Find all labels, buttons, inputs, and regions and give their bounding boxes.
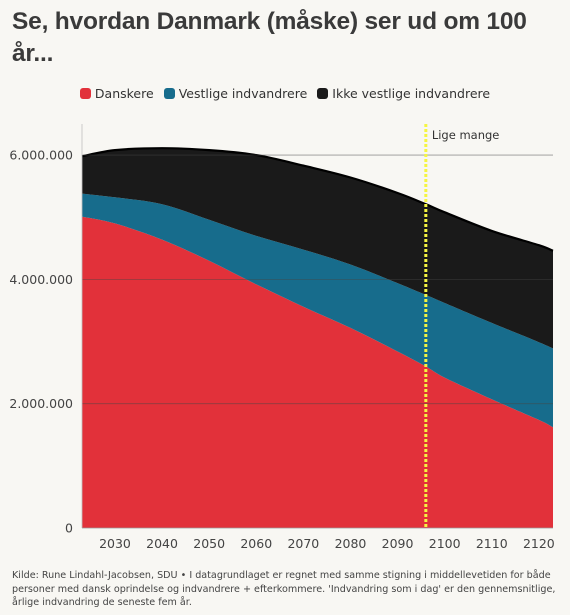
area-danskere (82, 216, 553, 528)
stacked-area-chart: 0 2.000.000 4.000.000 6.000.000 2030 2040 2050… (9, 124, 555, 551)
y-tick-label: 0 (65, 521, 73, 536)
x-tick-label: 2120 (523, 536, 555, 551)
x-tick-label: 2090 (382, 536, 414, 551)
legend-swatch-ikke-vestlige (317, 88, 329, 99)
legend-item-vestlige: Vestlige indvandrere (163, 86, 308, 101)
annotation-label: Lige mange (432, 128, 500, 142)
x-tick-label: 2040 (146, 536, 178, 551)
x-tick-label: 2100 (429, 536, 461, 551)
x-tick-label: 2070 (287, 536, 319, 551)
legend-label-vestlige: Vestlige indvandrere (178, 86, 308, 101)
x-tick-label: 2110 (476, 536, 508, 551)
legend-label-danskere: Danskere (94, 86, 154, 101)
y-tick-label: 4.000.000 (9, 272, 73, 287)
legend-swatch-danskere (79, 88, 91, 99)
x-tick-label: 2080 (335, 536, 367, 551)
y-tick-label: 6.000.000 (9, 148, 73, 163)
page-title: Se, hvordan Danmark (måske) ser ud om 10… (12, 8, 527, 67)
area-ikke-vestlige-indvandrere (82, 148, 553, 349)
y-tick-label: 2.000.000 (9, 396, 73, 411)
x-tick-label: 2050 (193, 536, 225, 551)
x-tick-label: 2030 (99, 536, 131, 551)
legend-swatch-vestlige (163, 88, 175, 99)
legend: Danskere Vestlige indvandrere Ikke vestl… (0, 86, 570, 101)
x-tick-label: 2060 (240, 536, 272, 551)
legend-item-danskere: Danskere (79, 86, 154, 101)
total-outline (81, 147, 554, 252)
area-vestlige-indvandrere (82, 193, 553, 428)
legend-label-ikke-vestlige: Ikke vestlige indvandrere (332, 86, 491, 101)
legend-item-ikke-vestlige: Ikke vestlige indvandrere (317, 86, 490, 101)
source-footnote: Kilde: Rune Lindahl-Jacobsen, SDU • I da… (12, 570, 556, 608)
